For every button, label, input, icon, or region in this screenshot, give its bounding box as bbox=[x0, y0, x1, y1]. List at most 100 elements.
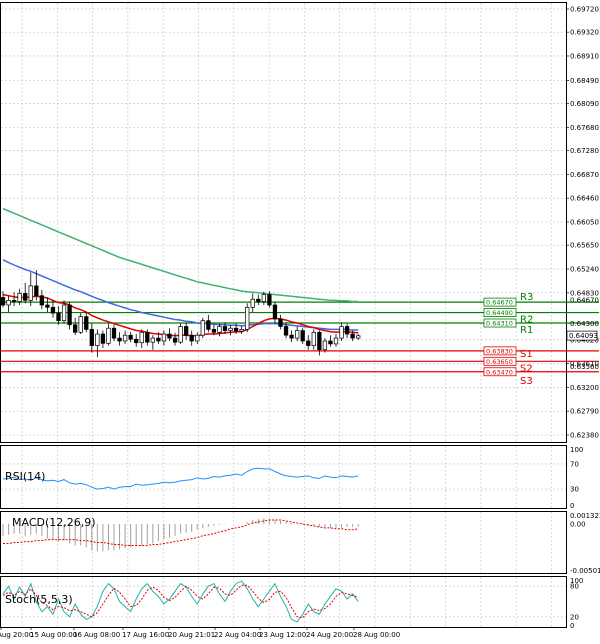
price-tick-label: 0.69720 bbox=[570, 5, 599, 13]
pivot-name-r1: R1 bbox=[520, 325, 533, 336]
candle-body-up bbox=[200, 320, 205, 336]
price-tick-label: 0.62380 bbox=[570, 432, 599, 440]
candle-body-up bbox=[61, 304, 67, 322]
candle bbox=[117, 332, 122, 346]
candle-body-down bbox=[134, 338, 139, 344]
candle bbox=[328, 335, 333, 347]
candle-body-down bbox=[34, 285, 39, 297]
candle bbox=[333, 334, 339, 347]
rsi-line bbox=[2, 467, 359, 490]
candle-body-up bbox=[250, 298, 255, 308]
candle-body-down bbox=[145, 331, 150, 343]
pivot-value-box bbox=[483, 356, 517, 366]
price-tick-label: 0.68490 bbox=[570, 77, 599, 85]
ma-mid-line bbox=[2, 259, 359, 331]
candle bbox=[300, 328, 305, 344]
candle bbox=[111, 324, 117, 341]
candle bbox=[245, 303, 250, 333]
candle-body-down bbox=[300, 330, 305, 342]
stoch-tick-label: 20 bbox=[570, 613, 579, 621]
x-tick-label: 16 Aug 08:00 bbox=[73, 631, 120, 639]
candle-body-down bbox=[206, 320, 211, 330]
candle bbox=[145, 329, 150, 346]
candle bbox=[261, 291, 266, 306]
pivot-name-s1: S1 bbox=[520, 349, 533, 360]
price-tick-label: 0.63200 bbox=[570, 384, 599, 392]
candle bbox=[267, 291, 272, 308]
candle-body-up bbox=[6, 300, 11, 306]
candle-body-down bbox=[156, 337, 161, 342]
pivot-value-box bbox=[483, 367, 517, 377]
candle-body-down bbox=[317, 331, 322, 351]
candle bbox=[206, 314, 211, 333]
x-tick-label: 14 Aug 20:00 bbox=[0, 631, 33, 639]
price-tick-label: 0.65240 bbox=[570, 266, 599, 274]
candle bbox=[200, 317, 205, 339]
candle-body-up bbox=[333, 337, 339, 345]
x-tick-label: 24 Aug 20:00 bbox=[306, 631, 353, 639]
candle-body-up bbox=[139, 331, 144, 344]
pivot-value-box bbox=[483, 308, 517, 317]
candle-body-down bbox=[267, 294, 272, 306]
candle bbox=[295, 326, 300, 341]
candle bbox=[311, 329, 316, 350]
x-tick-label: 28 Aug 00:00 bbox=[353, 631, 400, 639]
candle-body-down bbox=[289, 334, 294, 339]
pivot-name-r3: R3 bbox=[520, 292, 533, 303]
candle bbox=[61, 300, 67, 324]
candle-body-down bbox=[23, 293, 28, 301]
macd-title: MACD(12,26,9) bbox=[12, 516, 96, 529]
candle-body-up bbox=[28, 285, 33, 301]
candle bbox=[195, 332, 200, 344]
candle bbox=[339, 322, 344, 341]
pivot-value-box bbox=[483, 318, 517, 328]
price-tick-label: 0.64830 bbox=[570, 289, 599, 297]
candle bbox=[139, 329, 144, 348]
candle-body-up bbox=[245, 306, 250, 330]
candle-body-up bbox=[339, 326, 344, 339]
candle bbox=[356, 334, 361, 340]
overlap-tick-label: 0.64670 bbox=[570, 297, 599, 305]
candle bbox=[95, 329, 100, 358]
candle-body-up bbox=[161, 333, 167, 342]
candle bbox=[250, 293, 255, 312]
candle-body-down bbox=[189, 334, 194, 342]
price-tick-label: 0.66460 bbox=[570, 195, 599, 203]
rsi-tick-label: 30 bbox=[570, 486, 579, 494]
x-tick-label: 17 Aug 16:00 bbox=[122, 631, 169, 639]
candle bbox=[84, 311, 89, 333]
candle bbox=[289, 330, 294, 343]
candle-body-down bbox=[306, 340, 311, 346]
stoch-title: Stoch(5,5,3) bbox=[5, 593, 73, 606]
candle-body-down bbox=[350, 333, 355, 339]
candle-body-down bbox=[256, 298, 261, 302]
pane-frame-rsi bbox=[0, 445, 567, 509]
candle bbox=[239, 326, 244, 335]
candle-body-down bbox=[278, 318, 283, 327]
candle bbox=[156, 332, 161, 344]
candle bbox=[167, 328, 172, 341]
overlap-tick-label: 0.63560 bbox=[570, 363, 599, 371]
rsi-tick-label: 70 bbox=[570, 460, 579, 468]
candle-body-up bbox=[122, 334, 128, 342]
candle-body-down bbox=[39, 295, 44, 306]
candle bbox=[78, 313, 83, 335]
candle bbox=[106, 323, 111, 346]
macd-signal-line bbox=[3, 519, 359, 546]
pivot-name-s3: S3 bbox=[520, 376, 533, 387]
candle-body-up bbox=[178, 326, 183, 343]
candle bbox=[272, 301, 278, 324]
price-tick-label: 0.62790 bbox=[570, 408, 599, 416]
candle-body-down bbox=[283, 326, 289, 336]
candle bbox=[317, 330, 322, 356]
candle bbox=[128, 331, 133, 343]
stoch-tick-label: 100 bbox=[570, 577, 583, 585]
candle-body-up bbox=[195, 334, 200, 342]
candle bbox=[178, 323, 183, 344]
pivot-value-label: 0.63830 bbox=[486, 347, 513, 355]
pivot-value-label: 0.64670 bbox=[486, 299, 513, 307]
x-tick-label: 15 Aug 00:00 bbox=[30, 631, 77, 639]
price-tick-label: 0.66050 bbox=[570, 219, 599, 227]
macd-tick-label: -0.005012 bbox=[570, 567, 600, 575]
ma-slow-line bbox=[2, 207, 359, 303]
